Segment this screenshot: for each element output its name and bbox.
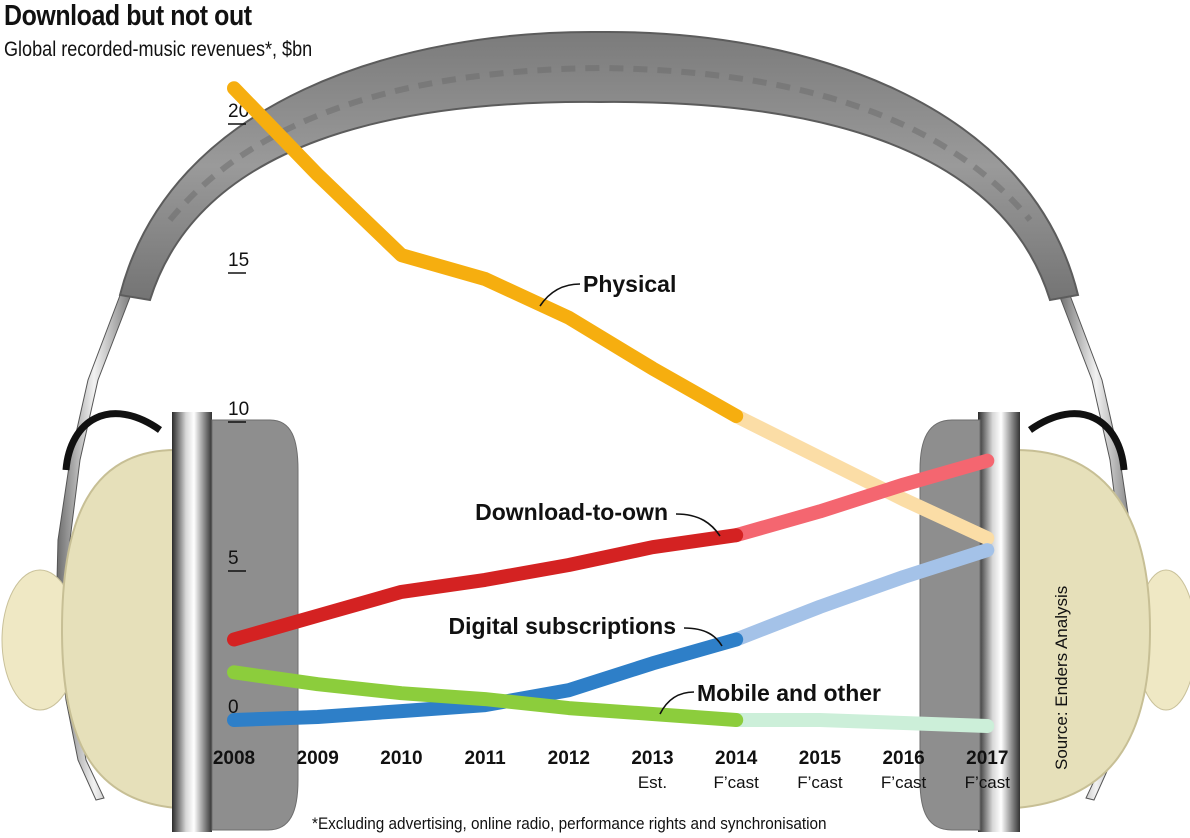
left-cushion — [211, 419, 299, 831]
x-tick-label-2010: 2010 — [380, 748, 422, 769]
chart-subtitle: Global recorded-music revenues*, $bn — [4, 38, 313, 61]
callout-subscriptions-pointer — [683, 627, 723, 647]
headphones-illustration — [1, 30, 1190, 832]
series-mobile-actual-line — [227, 665, 744, 727]
left-cable — [62, 410, 163, 471]
series-physical-forecast-line — [729, 409, 995, 546]
y-tick-label-15: 15 — [228, 250, 249, 271]
y-tick-label-10: 10 — [228, 399, 249, 420]
x-tick-label-2014: 2014 — [715, 748, 758, 769]
x-sublabel-2016: F’cast — [881, 773, 927, 792]
series-callouts: Physical Download-to-own Digital subscript… — [449, 271, 881, 715]
series-subscriptions-forecast-line — [729, 543, 995, 647]
callout-mobile-label: Mobile and other — [697, 680, 881, 706]
right-earcup-shell — [1015, 448, 1152, 810]
left-earcup-rim — [172, 412, 212, 832]
chart-source: Source: Enders Analysis — [1052, 585, 1071, 770]
x-sublabel-2014: F’cast — [714, 773, 760, 792]
x-tick-label-2008: 2008 — [213, 748, 255, 769]
chart-footnote: *Excluding advertising, online radio, pe… — [312, 814, 827, 833]
left-earcup-shell — [60, 448, 177, 810]
x-tick-label-2015: 2015 — [799, 748, 842, 769]
callout-download-label: Download-to-own — [475, 499, 668, 525]
series-mobile-forecast-line — [729, 713, 995, 733]
x-tick-label-2016: 2016 — [882, 748, 924, 769]
series-physical-actual-line — [227, 81, 744, 423]
callout-physical-pointer — [539, 283, 581, 307]
chart-title: Download but not out — [4, 0, 252, 32]
series-lines — [227, 81, 995, 733]
series-download-forecast-line — [729, 453, 995, 543]
x-tick-label-2017: 2017 — [966, 748, 1008, 769]
x-axis: 2008 2009 2010 2011 2012 2013 Est. 2014 F’cast 20… — [213, 748, 1010, 792]
x-sublabel-2017: F’cast — [965, 773, 1011, 792]
x-tick-label-2009: 2009 — [297, 748, 339, 769]
x-tick-label-2012: 2012 — [548, 748, 590, 769]
x-sublabel-2015: F’cast — [797, 773, 843, 792]
headband-texture — [167, 64, 1033, 222]
y-tick-label-0: 0 — [228, 697, 239, 718]
x-tick-label-2013: 2013 — [631, 748, 673, 769]
callout-download-pointer — [675, 513, 721, 537]
callout-subscriptions-label: Digital subscriptions — [449, 613, 676, 639]
headband — [118, 30, 1080, 302]
x-sublabel-2013: Est. — [638, 773, 667, 792]
x-tick-label-2011: 2011 — [464, 748, 506, 769]
callout-physical-label: Physical — [583, 271, 676, 297]
right-earcup-rim — [978, 412, 1020, 832]
series-download-actual-line — [227, 528, 744, 647]
y-tick-label-5: 5 — [228, 548, 239, 569]
right-cable — [1027, 410, 1128, 471]
callout-mobile-pointer — [659, 691, 695, 715]
left-headphone-arm — [55, 289, 133, 801]
